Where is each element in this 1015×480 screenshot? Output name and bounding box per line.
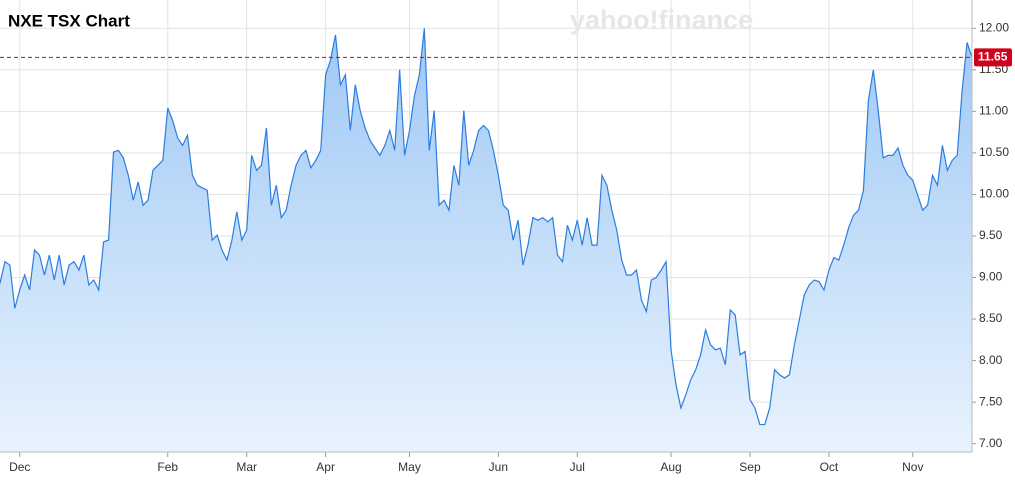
x-tick-label: Aug [660,460,681,474]
x-tick-label: Mar [236,460,257,474]
current-price-label: 11.65 [978,50,1008,64]
x-tick-label: Jun [489,460,508,474]
y-tick-label: 9.00 [979,270,1003,284]
y-tick-label: 10.50 [979,145,1009,159]
y-tick-label: 7.00 [979,436,1003,450]
x-tick-label: Dec [9,460,30,474]
x-tick-label: Jul [570,460,585,474]
x-tick-label: Oct [820,460,839,474]
chart-title: NXE TSX Chart [8,11,130,30]
y-tick-label: 8.50 [979,311,1003,325]
x-tick-label: Apr [316,460,335,474]
y-tick-label: 9.50 [979,228,1003,242]
current-price-badge [974,48,1012,67]
y-tick-label: 10.00 [979,187,1009,201]
price-line [0,28,973,426]
x-tick-label: Sep [739,460,761,474]
y-tick-label: 8.00 [979,353,1003,367]
y-tick-label: 7.50 [979,394,1003,408]
watermark: yahoo!finance [570,5,753,35]
x-tick-label: Nov [902,460,923,474]
area-fill [0,28,972,452]
y-tick-label: 11.00 [979,104,1008,118]
y-tick-label: 12.00 [979,20,1009,34]
x-tick-label: Feb [157,460,178,474]
x-tick-label: May [398,460,421,474]
